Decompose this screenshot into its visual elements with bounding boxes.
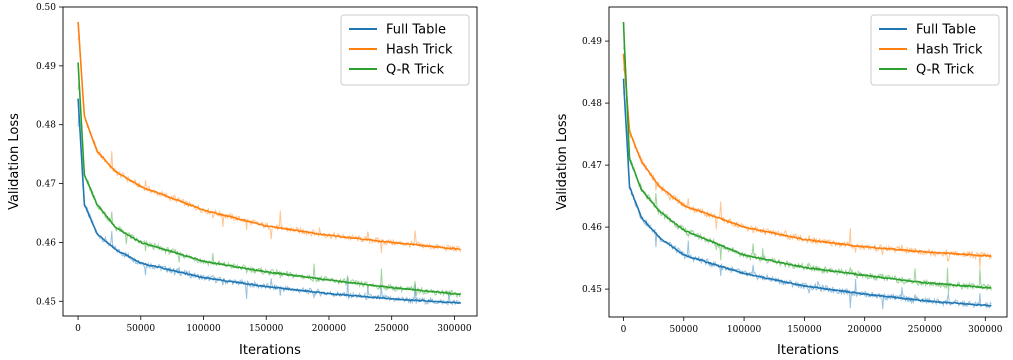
legend-label: Full Table	[916, 23, 976, 38]
y-tick-label: 0.48	[36, 121, 56, 131]
legend: Full Table Hash Trick Q-R Trick	[340, 14, 470, 86]
x-tick-label: 100000	[727, 325, 762, 335]
legend: Full Table Hash Trick Q-R Trick	[870, 14, 1000, 86]
series-band-1	[623, 62, 992, 269]
y-tick-label: 0.45	[36, 297, 56, 307]
series-line-1	[622, 53, 992, 258]
y-axis-title: Validation Loss	[555, 113, 570, 210]
x-tick-label: 200000	[312, 324, 347, 334]
y-tick-label: 0.47	[36, 180, 56, 190]
legend-label: Hash Trick	[916, 43, 983, 58]
y-tick-label: 0.50	[36, 3, 56, 13]
y-tick-label: 0.49	[582, 37, 602, 47]
x-tick-label: 200000	[848, 325, 883, 335]
x-tick-label: 50000	[126, 324, 155, 334]
x-tick-label: 250000	[908, 325, 943, 335]
chart-panel-2: 0 50000 100000 150000 200000 250000 300000 0.45…	[555, 6, 1008, 358]
plot-area	[622, 21, 992, 310]
y-tick-label: 0.46	[36, 238, 56, 248]
x-axis-title: Iterations	[239, 343, 301, 358]
legend-label: Full Table	[386, 23, 446, 38]
y-tick-label: 0.49	[36, 62, 56, 72]
x-tick-label: 150000	[787, 325, 822, 335]
y-tick-label: 0.48	[582, 99, 602, 109]
x-axis-title: Iterations	[777, 343, 839, 358]
x-tick-label: 0	[75, 324, 81, 334]
axes-frame	[62, 6, 478, 317]
legend-box	[870, 14, 1000, 86]
y-axis-title: Validation Loss	[7, 113, 22, 210]
x-tick-label: 300000	[437, 324, 472, 334]
legend-label: Q-R Trick	[916, 63, 975, 78]
plot-area	[77, 21, 462, 306]
axes-frame	[608, 6, 1008, 318]
x-tick-label: 100000	[186, 324, 221, 334]
series-band-0	[77, 110, 462, 306]
series-line-0	[77, 98, 462, 305]
y-tick-label: 0.45	[582, 285, 602, 295]
x-tick-label: 50000	[669, 325, 698, 335]
legend-label: Q-R Trick	[386, 63, 445, 78]
legend-box	[340, 14, 470, 86]
series-band-2	[77, 81, 462, 299]
series-band-0	[623, 92, 992, 310]
x-tick-label: 0	[621, 325, 627, 335]
series-line-0	[622, 78, 992, 307]
y-tick-label: 0.47	[582, 161, 602, 171]
x-tick-label: 150000	[249, 324, 284, 334]
chart-panel-1: 0 50000 100000 150000 200000 250000 300000 0.45…	[7, 3, 478, 358]
legend-label: Hash Trick	[386, 43, 453, 58]
series-line-1	[77, 21, 461, 251]
x-tick-label: 250000	[375, 324, 410, 334]
y-tick-label: 0.46	[582, 223, 602, 233]
series-line-2	[77, 62, 461, 296]
x-tick-label: 300000	[968, 325, 1003, 335]
series-line-2	[622, 21, 992, 289]
